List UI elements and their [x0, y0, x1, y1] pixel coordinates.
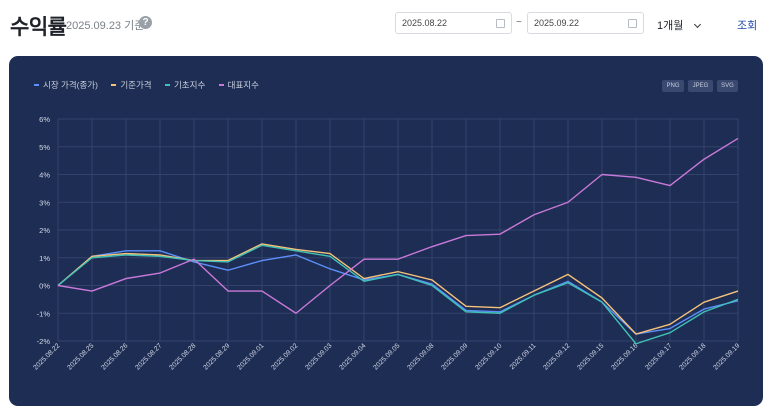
page-title: 수익률 [10, 16, 67, 39]
x-tick-label: 2025.09.12 [542, 342, 571, 371]
x-tick-label: 2025.08.28 [168, 342, 197, 371]
legend-swatch [111, 83, 117, 86]
legend-label: 시장 가격(종가) [43, 80, 98, 90]
legend-swatch [164, 83, 170, 86]
x-tick-label: 2025.08.27 [134, 342, 163, 371]
x-tick-label: 2025.09.16 [610, 342, 639, 371]
y-tick-label: 5% [39, 143, 50, 152]
calendar-icon[interactable] [496, 19, 505, 28]
x-tick-label: 2025.09.04 [338, 342, 367, 371]
legend-label: 대표지수 [227, 80, 259, 90]
legend-item-market-price[interactable]: 시장 가격(종가) [34, 79, 98, 91]
legend-item-underlying-index[interactable]: 기초지수 [164, 79, 206, 91]
export-jpeg-button[interactable]: JPEG [688, 80, 713, 92]
as-of-date: 2025.09.23 기준 [66, 20, 145, 32]
legend-label: 기준가격 [120, 80, 152, 90]
series-line-2 [57, 244, 739, 345]
legend-swatch [34, 83, 39, 86]
legend-swatch [218, 83, 224, 86]
x-tick-label: 2025.08.26 [100, 342, 129, 371]
start-date-value: 2025.08.22 [402, 18, 448, 28]
calendar-icon[interactable] [628, 19, 637, 28]
y-tick-label: 2% [39, 226, 50, 235]
y-tick-label: -1% [37, 309, 51, 318]
x-tick-label: 2025.09.05 [372, 342, 401, 371]
chart-legend: 시장 가격(종가) 기준가격 기초지수 대표지수 [34, 79, 270, 91]
legend-item-benchmark-index[interactable]: 대표지수 [218, 79, 259, 91]
x-tick-label: 2025.09.19 [712, 342, 741, 371]
legend-item-nav[interactable]: 기준가격 [111, 79, 152, 91]
export-png-button[interactable]: PNG [662, 80, 684, 92]
y-tick-label: 3% [39, 198, 50, 207]
end-date-input[interactable]: 2025.09.22 [527, 12, 644, 34]
x-tick-label: 2025.08.29 [202, 342, 231, 371]
x-tick-label: 2025.09.11 [509, 342, 538, 371]
x-tick-label: 2025.09.15 [576, 342, 605, 371]
end-date-value: 2025.09.22 [534, 18, 580, 28]
legend-label: 기초지수 [173, 80, 206, 90]
date-separator: ~ [516, 17, 522, 28]
period-value: 1개월 [657, 20, 684, 32]
x-tick-label: 2025.09.09 [440, 342, 469, 371]
y-tick-label: 6% [39, 115, 50, 124]
search-button[interactable]: 조회 [737, 20, 758, 32]
y-tick-label: 0% [39, 282, 50, 291]
export-svg-button[interactable]: SVG [717, 80, 738, 92]
y-tick-label: -2% [37, 337, 51, 346]
x-tick-label: 2025.09.10 [474, 342, 503, 371]
x-tick-label: 2025.08.25 [66, 342, 95, 371]
x-tick-label: 2025.09.18 [678, 342, 707, 371]
x-tick-label: 2025.09.03 [304, 342, 333, 371]
series-line-1 [57, 243, 739, 335]
y-tick-label: 1% [39, 254, 50, 263]
x-tick-label: 2025.09.02 [270, 342, 299, 371]
help-icon[interactable]: ? [139, 16, 152, 29]
chart-panel [9, 56, 763, 406]
period-select[interactable]: 1개월 [657, 17, 702, 33]
x-tick-label: 2025.08.22 [32, 342, 61, 371]
series-line-3 [57, 137, 739, 314]
start-date-input[interactable]: 2025.08.22 [395, 12, 512, 34]
x-tick-label: 2025.09.08 [406, 342, 435, 371]
x-tick-label: 2025.09.01 [236, 342, 265, 371]
x-tick-label: 2025.09.17 [644, 342, 673, 371]
y-tick-label: 4% [39, 171, 50, 180]
